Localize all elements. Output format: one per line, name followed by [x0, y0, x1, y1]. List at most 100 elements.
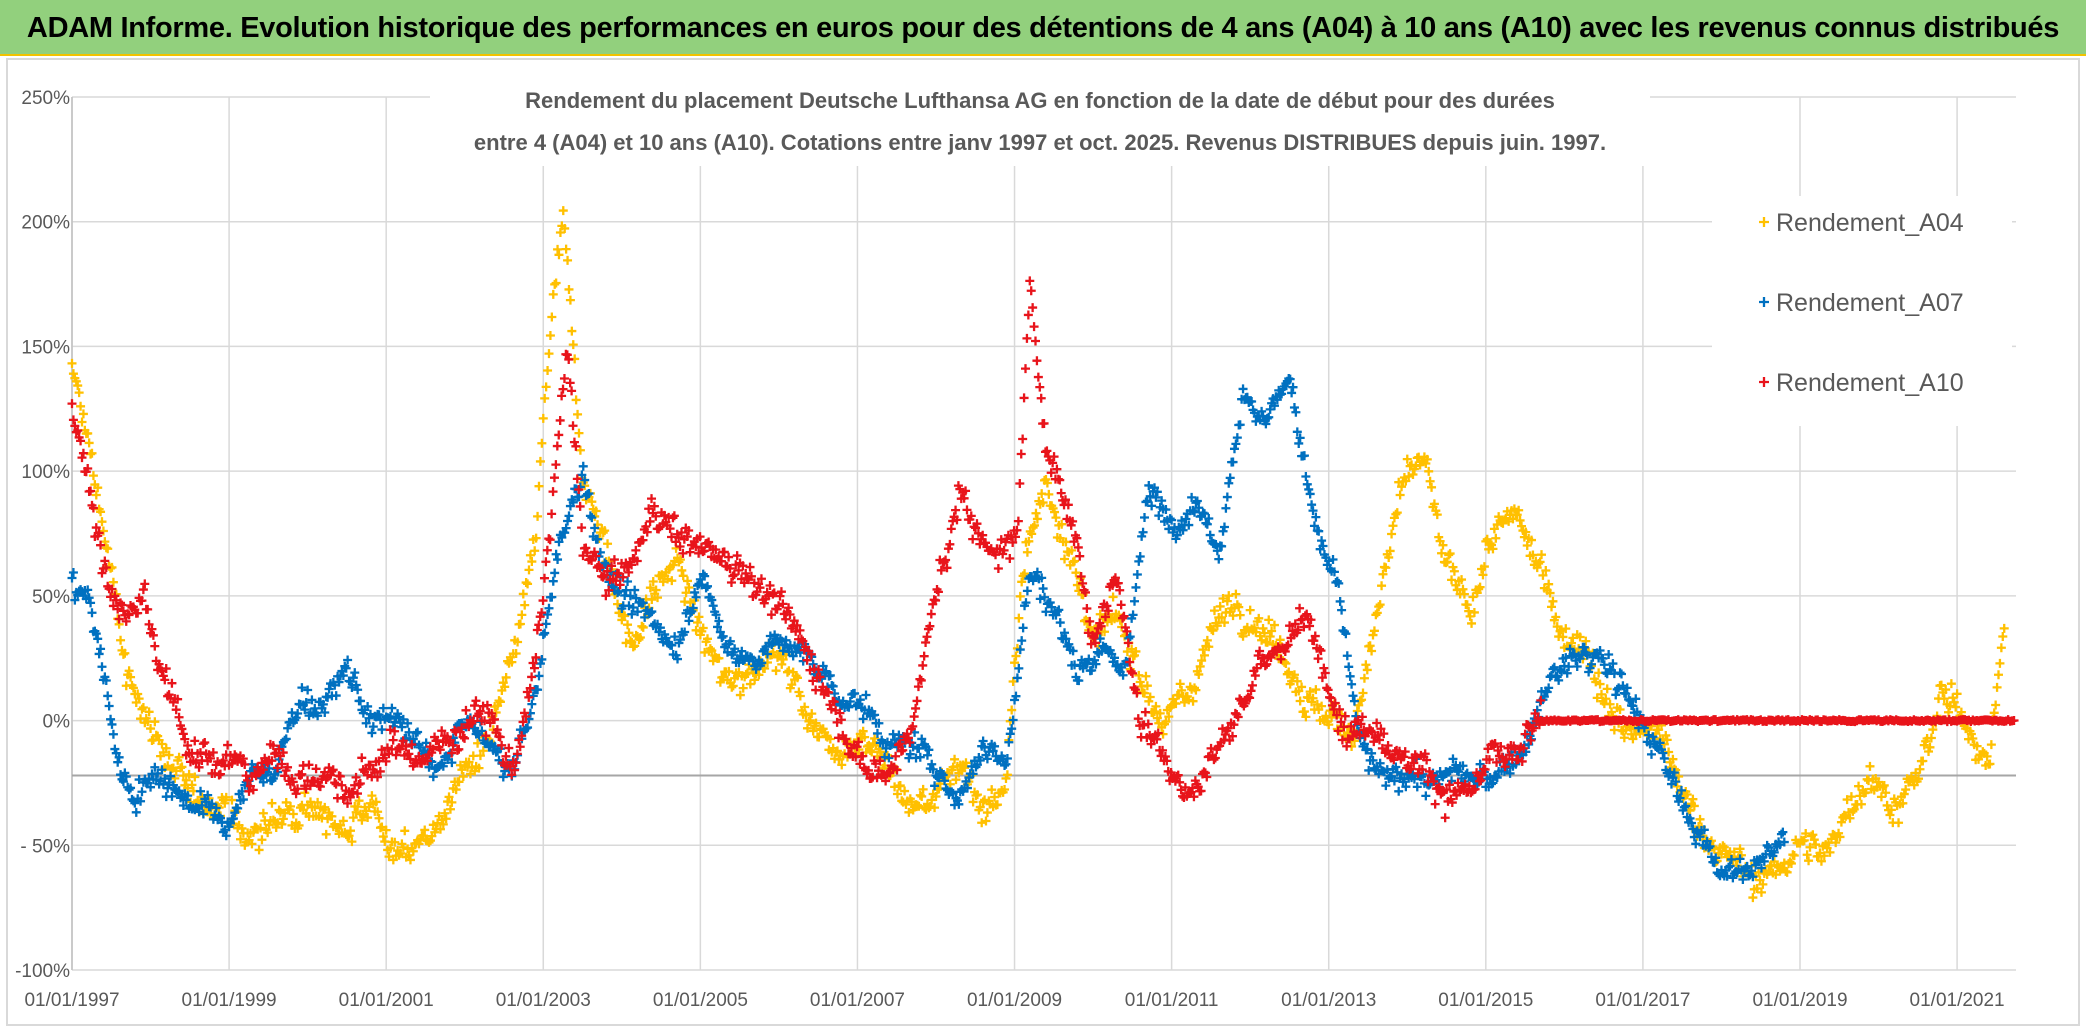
- data-point: [1330, 698, 1340, 708]
- data-point: [916, 675, 926, 685]
- data-point: [1554, 675, 1564, 685]
- data-point: [724, 666, 734, 676]
- data-point: [1024, 536, 1034, 546]
- data-point: [563, 255, 573, 265]
- data-point: [811, 718, 821, 728]
- data-point: [1582, 650, 1592, 660]
- data-point: [1547, 602, 1557, 612]
- data-point: [1548, 596, 1558, 606]
- data-point: [775, 591, 785, 601]
- data-point: [1726, 854, 1736, 864]
- data-point: [725, 636, 735, 646]
- data-point: [961, 758, 971, 768]
- data-point: [1056, 488, 1066, 498]
- data-point: [1212, 621, 1222, 631]
- data-point: [638, 535, 648, 545]
- data-point: [784, 603, 794, 613]
- data-point: [1072, 580, 1082, 590]
- data-point: [1082, 603, 1092, 613]
- data-point: [1264, 615, 1274, 625]
- data-point: [978, 736, 988, 746]
- data-point: [565, 295, 575, 305]
- data-point: [238, 754, 248, 764]
- data-point: [1347, 679, 1357, 689]
- data-point: [534, 481, 544, 491]
- data-point: [1381, 781, 1391, 791]
- data-point: [137, 704, 147, 714]
- data-point: [918, 660, 928, 670]
- data-point: [683, 576, 693, 586]
- data-point: [365, 760, 375, 770]
- data-point: [353, 685, 363, 695]
- data-point: [1738, 875, 1748, 885]
- data-point: [638, 598, 648, 608]
- data-point: [1305, 489, 1315, 499]
- data-point: [1025, 276, 1035, 286]
- data-point: [1375, 600, 1385, 610]
- data-point: [1011, 691, 1021, 701]
- data-point: [551, 549, 561, 559]
- data-point: [378, 832, 388, 842]
- data-point: [494, 696, 504, 706]
- data-point: [1161, 717, 1171, 727]
- data-point: [1100, 612, 1110, 622]
- data-point: [1332, 710, 1342, 720]
- data-point: [1367, 748, 1377, 758]
- data-point: [1978, 747, 1988, 757]
- data-point: [1040, 592, 1050, 602]
- data-point: [682, 532, 692, 542]
- data-point: [447, 748, 457, 758]
- data-point: [352, 789, 362, 799]
- data-point: [1831, 838, 1841, 848]
- data-point: [347, 837, 357, 847]
- data-point: [1604, 650, 1614, 660]
- data-point: [805, 715, 815, 725]
- data-point: [288, 809, 298, 819]
- data-point: [1366, 726, 1376, 736]
- data-point: [1691, 839, 1701, 849]
- data-point: [131, 807, 141, 817]
- data-point: [1125, 657, 1135, 667]
- data-point: [915, 674, 925, 684]
- data-point: [1299, 451, 1309, 461]
- data-point: [545, 331, 555, 341]
- data-point: [305, 781, 315, 791]
- data-point: [975, 802, 985, 812]
- data-point: [1562, 668, 1572, 678]
- data-point: [355, 696, 365, 706]
- data-point: [1295, 603, 1305, 613]
- data-point: [164, 750, 174, 760]
- x-tick-label: 01/01/2017: [1595, 990, 1690, 1011]
- data-point: [798, 636, 808, 646]
- data-point: [1078, 578, 1088, 588]
- data-point: [1054, 605, 1064, 615]
- data-point: [1442, 557, 1452, 567]
- data-point: [1050, 507, 1060, 517]
- data-point: [669, 511, 679, 521]
- data-point: [1014, 613, 1024, 623]
- data-point: [518, 717, 528, 727]
- data-point: [1323, 685, 1333, 695]
- data-point: [655, 623, 665, 633]
- data-point: [562, 350, 572, 360]
- data-point: [600, 526, 610, 536]
- data-point: [1587, 659, 1596, 669]
- data-point: [841, 734, 851, 744]
- data-point: [1424, 466, 1434, 476]
- data-point: [948, 788, 958, 798]
- data-point: [1658, 748, 1668, 758]
- data-point: [1197, 656, 1207, 666]
- data-point: [675, 542, 685, 552]
- data-point: [818, 682, 828, 692]
- data-point: [1951, 702, 1961, 712]
- data-point: [1425, 476, 1435, 486]
- data-point: [1234, 602, 1244, 612]
- data-point: [1928, 725, 1938, 735]
- data-point: [1676, 785, 1686, 795]
- data-point: [1116, 600, 1126, 610]
- data-point: [1204, 642, 1214, 652]
- data-point: [670, 632, 680, 642]
- data-point: [824, 687, 834, 697]
- data-point: [1464, 606, 1474, 616]
- data-point: [922, 632, 932, 642]
